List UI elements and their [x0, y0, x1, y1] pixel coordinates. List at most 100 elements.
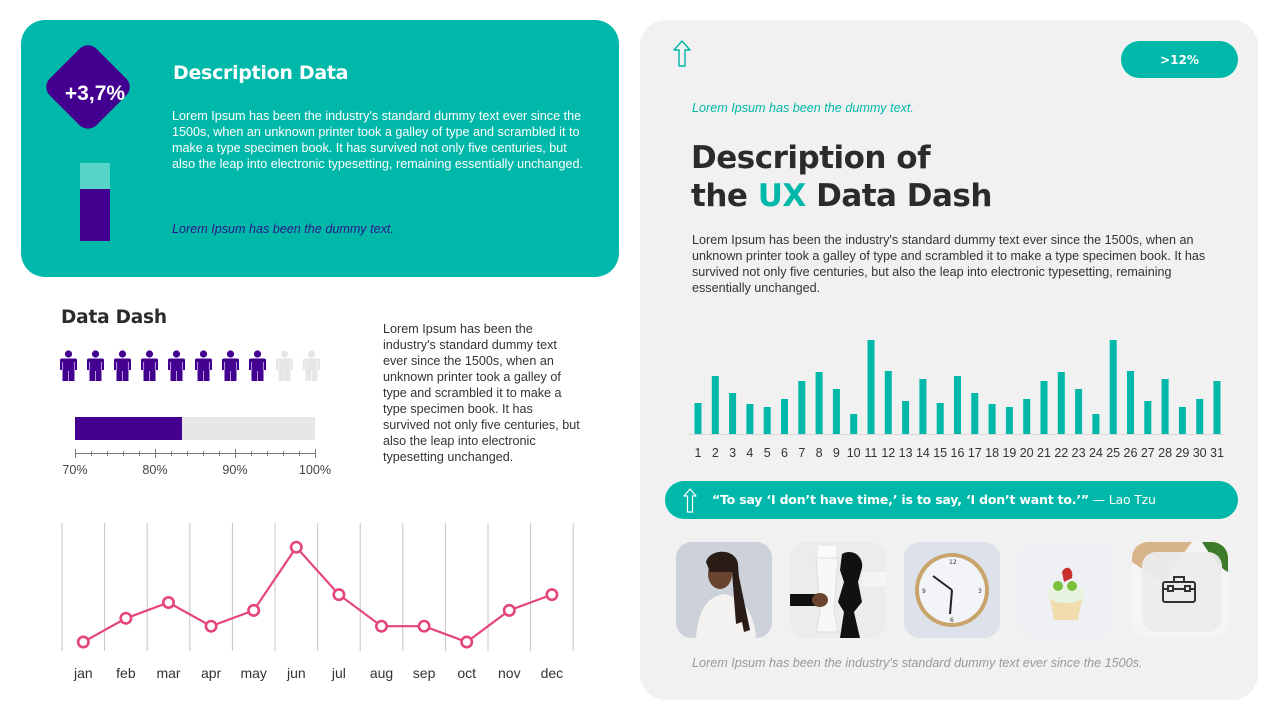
x-axis-label: 11: [865, 446, 878, 460]
x-axis-label: 3: [729, 446, 736, 460]
bar: [711, 376, 719, 434]
data-line: [82, 545, 553, 644]
wall-clock-photo: 12 3 6 9: [904, 542, 1000, 638]
data-point-marker: [374, 619, 388, 633]
svg-text:3: 3: [978, 588, 982, 595]
svg-text:12: 12: [949, 559, 957, 566]
axis-tick: [91, 451, 92, 456]
mini-bar-remaining: [80, 163, 110, 189]
axis-tick: [219, 451, 220, 456]
x-axis-label: mar: [156, 665, 180, 681]
heading-line-2: the UX Data Dash: [691, 177, 992, 215]
bar: [746, 404, 754, 434]
x-axis-label: 15: [933, 446, 947, 460]
bar: [936, 403, 944, 434]
bar: [763, 407, 771, 434]
data-point-marker: [289, 540, 303, 554]
x-axis-label: 13: [899, 446, 913, 460]
axis-tick: [187, 451, 188, 456]
x-axis-label: 9: [833, 446, 840, 460]
person-icon-active: [141, 350, 158, 381]
axis-label: 80%: [142, 463, 168, 477]
bar: [988, 404, 996, 434]
x-axis-label: jan: [73, 665, 93, 681]
quote-banner: [665, 481, 1238, 519]
axis-tick: [251, 451, 252, 456]
bar: [919, 379, 927, 434]
svg-text:6: 6: [950, 617, 954, 624]
x-axis-label: 5: [764, 446, 771, 460]
badge-value: +3,7%: [64, 82, 126, 105]
briefcase-icon-tile: [1132, 542, 1228, 638]
svg-text:9: 9: [922, 588, 926, 595]
bar: [1040, 381, 1048, 434]
bar: [1092, 414, 1100, 434]
x-axis-label: sep: [413, 665, 436, 681]
bar: [1005, 407, 1013, 434]
quote-body: “To say ‘I don’t have time,’ is to say, …: [712, 492, 1089, 507]
bar: [832, 389, 840, 434]
woman-with-braids-photo: [676, 542, 772, 638]
data-point-marker: [119, 611, 133, 625]
panel-footer-note: Lorem Ipsum has been the industry's stan…: [692, 656, 1143, 670]
bar: [781, 399, 788, 434]
data-point-marker: [162, 596, 176, 610]
x-axis-label: 25: [1106, 446, 1120, 460]
x-axis-label: 23: [1072, 446, 1086, 460]
x-axis-label: jun: [286, 665, 306, 681]
bar: [971, 393, 979, 434]
x-axis-label: nov: [498, 665, 521, 681]
growth-pill-badge: >12%: [1121, 41, 1238, 78]
x-axis-label: 18: [985, 446, 999, 460]
briefcase-icon: [1162, 576, 1196, 603]
data-dash-body-text: Lorem Ipsum has been the industry's stan…: [383, 322, 580, 464]
axis-tick: [171, 451, 172, 456]
x-axis-label: 21: [1037, 446, 1051, 460]
arrow-up-outline-icon: [683, 488, 697, 513]
x-axis-label: 24: [1089, 446, 1103, 460]
card-italic-note: Lorem Ipsum has been the dummy text.: [172, 222, 394, 236]
description-data-card: +3,7% Description Data Lorem Ipsum has b…: [21, 20, 619, 277]
bar: [798, 381, 806, 434]
x-axis-label: 10: [847, 446, 861, 460]
bar: [694, 403, 702, 434]
heading-accent-ux: UX: [757, 178, 807, 214]
x-axis-label: 17: [968, 446, 982, 460]
axis-tick: [315, 449, 316, 458]
cupcake-photo: [1018, 542, 1114, 638]
bar: [1127, 371, 1134, 434]
data-point-marker: [332, 588, 346, 602]
progress-bar: [75, 417, 315, 440]
progress-axis: [75, 448, 316, 458]
bar: [1196, 399, 1204, 434]
bar: [850, 414, 858, 434]
x-axis-label: 4: [746, 446, 753, 460]
bar: [884, 371, 892, 434]
card-body-text: Lorem Ipsum has been the industry's stan…: [172, 109, 583, 171]
card-title: Description Data: [173, 62, 349, 84]
x-axis-label: 26: [1124, 446, 1138, 460]
axis-tick: [299, 451, 300, 456]
mini-bar-value: [80, 189, 110, 241]
x-axis-label: 28: [1158, 446, 1172, 460]
heading-text: the: [691, 178, 758, 214]
quote-author: — Lao Tzu: [1088, 492, 1156, 507]
x-axis-label: 16: [951, 446, 965, 460]
axis-tick: [139, 451, 140, 456]
people-icon-row: [58, 350, 322, 382]
axis-tick: [203, 451, 204, 456]
person-icon-active: [222, 350, 239, 381]
data-point-marker: [204, 619, 218, 633]
bar: [1161, 379, 1169, 434]
axis-tick: [107, 451, 108, 456]
x-axis-label: 7: [798, 446, 805, 460]
bar: [1023, 399, 1031, 434]
person-icon-active: [114, 350, 131, 381]
x-axis-label: apr: [201, 665, 222, 681]
thumbnail-row: 12 3 6 9: [676, 542, 1228, 638]
chess-pieces-photo: [790, 542, 886, 638]
person-icon-active: [168, 350, 185, 381]
x-axis-label: 30: [1193, 446, 1207, 460]
bar: [902, 401, 910, 434]
monthly-line-chart: jan feb mar apr may jun jul aug sep oct nov dec: [61, 523, 574, 681]
